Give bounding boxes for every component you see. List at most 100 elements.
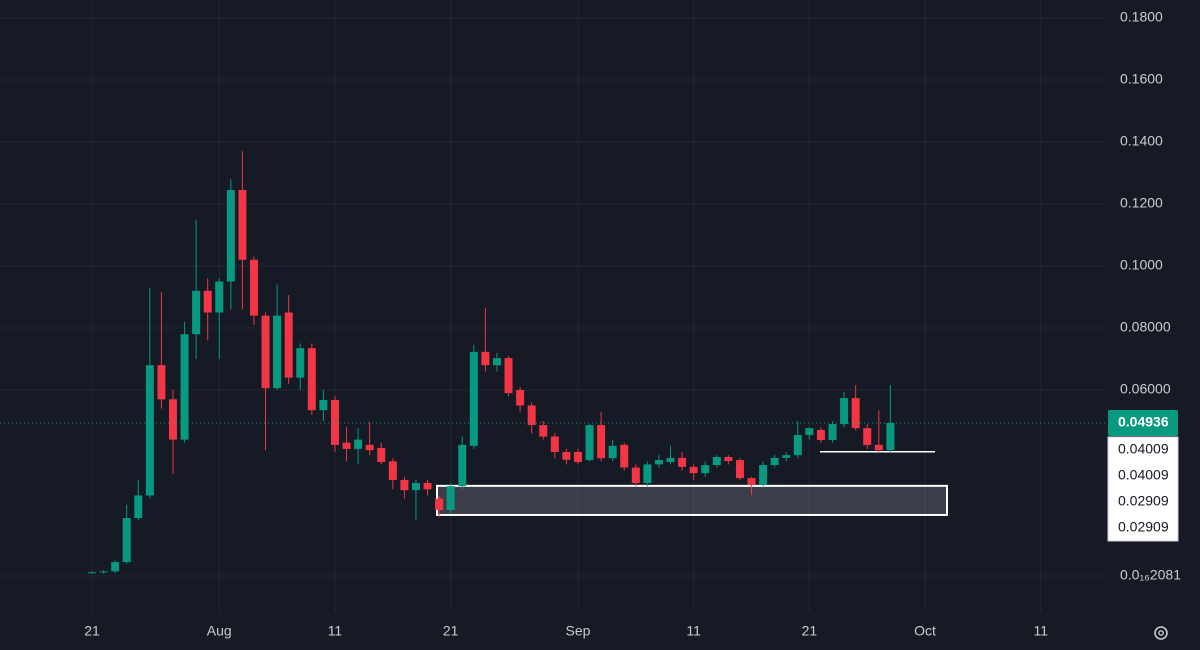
candle-body — [562, 452, 571, 460]
candle-body — [145, 365, 154, 496]
x-tick-label: 11 — [328, 623, 343, 639]
candle-body — [597, 425, 606, 459]
candle-body — [874, 444, 883, 451]
candle-body — [643, 464, 652, 484]
y-tick-label: 0.0₁₆2081 — [1120, 567, 1181, 583]
y-tick-label: 0.06000 — [1120, 381, 1171, 397]
candle-body — [180, 334, 189, 440]
candle-body — [805, 428, 814, 435]
y-tick-label: 0.1200 — [1120, 195, 1163, 211]
candle-body — [330, 399, 339, 445]
candle-body — [354, 439, 363, 449]
candle-body — [701, 465, 710, 474]
zone-box — [436, 484, 948, 516]
candle-body — [851, 398, 860, 429]
candle-body — [192, 290, 201, 335]
last-price-box — [1108, 410, 1178, 437]
candle-body — [400, 479, 409, 491]
candle-body — [87, 572, 96, 574]
gear-hub — [1158, 630, 1164, 636]
candle-body — [411, 483, 420, 491]
candle-body — [550, 436, 559, 453]
candle-body — [678, 457, 687, 467]
candle-body — [585, 425, 594, 461]
candle-body — [481, 351, 490, 366]
y-tick-label: 0.08000 — [1120, 319, 1171, 335]
x-tick-label: Sep — [565, 623, 590, 639]
grid — [0, 0, 1105, 612]
price-label: 0.04009 — [1118, 467, 1169, 483]
candle-body — [516, 390, 525, 406]
candle-body — [620, 444, 629, 468]
y-tick-label: 0.1400 — [1120, 133, 1163, 149]
x-tick-label: 11 — [686, 623, 701, 639]
candle-body — [770, 457, 779, 466]
candle-body — [469, 351, 478, 446]
candle-body — [735, 460, 744, 479]
price-label: 0.04009 — [1118, 441, 1169, 457]
y-tick-label: 0.1000 — [1120, 257, 1163, 273]
candle-body — [689, 466, 698, 474]
x-tick-label: 21 — [802, 623, 818, 639]
y-tick-label: 0.1800 — [1120, 9, 1163, 25]
candles — [87, 151, 895, 574]
candle-body — [377, 447, 386, 462]
candle-body — [492, 358, 501, 366]
candle-body — [782, 455, 791, 458]
candle-body — [365, 444, 374, 451]
x-tick-label: 11 — [1034, 623, 1049, 639]
candle-body — [458, 444, 467, 487]
candle-body — [307, 348, 316, 411]
candle-body — [840, 398, 849, 425]
candle-body — [631, 467, 640, 484]
candle-body — [886, 423, 895, 451]
price-label: 0.02909 — [1118, 519, 1169, 535]
candle-body — [226, 190, 235, 282]
candle-body — [724, 456, 733, 462]
candle-body — [654, 460, 663, 465]
settings-icon[interactable] — [1154, 626, 1168, 640]
price-label: 0.02909 — [1118, 493, 1169, 509]
x-tick-label: 21 — [443, 623, 459, 639]
candle-body — [573, 452, 582, 462]
candle-body — [666, 457, 675, 462]
candle-body — [111, 562, 120, 572]
candle-body — [342, 442, 351, 449]
y-tick-label: 0.1600 — [1120, 71, 1163, 87]
candle-body — [261, 315, 270, 389]
candle-body — [203, 290, 212, 313]
candle-body — [122, 518, 131, 563]
x-tick-label: 21 — [84, 623, 100, 639]
candle-body — [157, 365, 166, 400]
candle-body — [816, 430, 825, 440]
gear-ring — [1154, 626, 1168, 640]
candle-body — [215, 281, 224, 313]
x-tick-label: Oct — [914, 623, 936, 639]
candle-body — [423, 483, 432, 490]
candle-body — [712, 456, 721, 466]
x-tick-label: Aug — [207, 623, 232, 639]
candle-body — [608, 445, 617, 459]
candle-body — [747, 478, 756, 485]
candle-body — [504, 358, 513, 394]
candle-body — [388, 461, 397, 480]
candle-body — [446, 486, 455, 510]
candle-body — [168, 399, 177, 440]
candle-body — [249, 259, 258, 316]
candle-body — [828, 424, 837, 440]
candle-body — [435, 498, 444, 510]
candle-body — [238, 190, 247, 260]
candle-body — [319, 399, 328, 411]
candle-body — [759, 465, 768, 485]
candle-body — [863, 428, 872, 445]
candle-body — [527, 405, 536, 426]
candle-body — [284, 312, 293, 378]
last-price-label: 0.04936 — [1118, 414, 1169, 430]
candle-body — [296, 348, 305, 378]
candle-body — [273, 315, 282, 389]
candle-body — [134, 495, 143, 519]
candle-body — [793, 434, 802, 456]
candle-body — [99, 571, 108, 573]
